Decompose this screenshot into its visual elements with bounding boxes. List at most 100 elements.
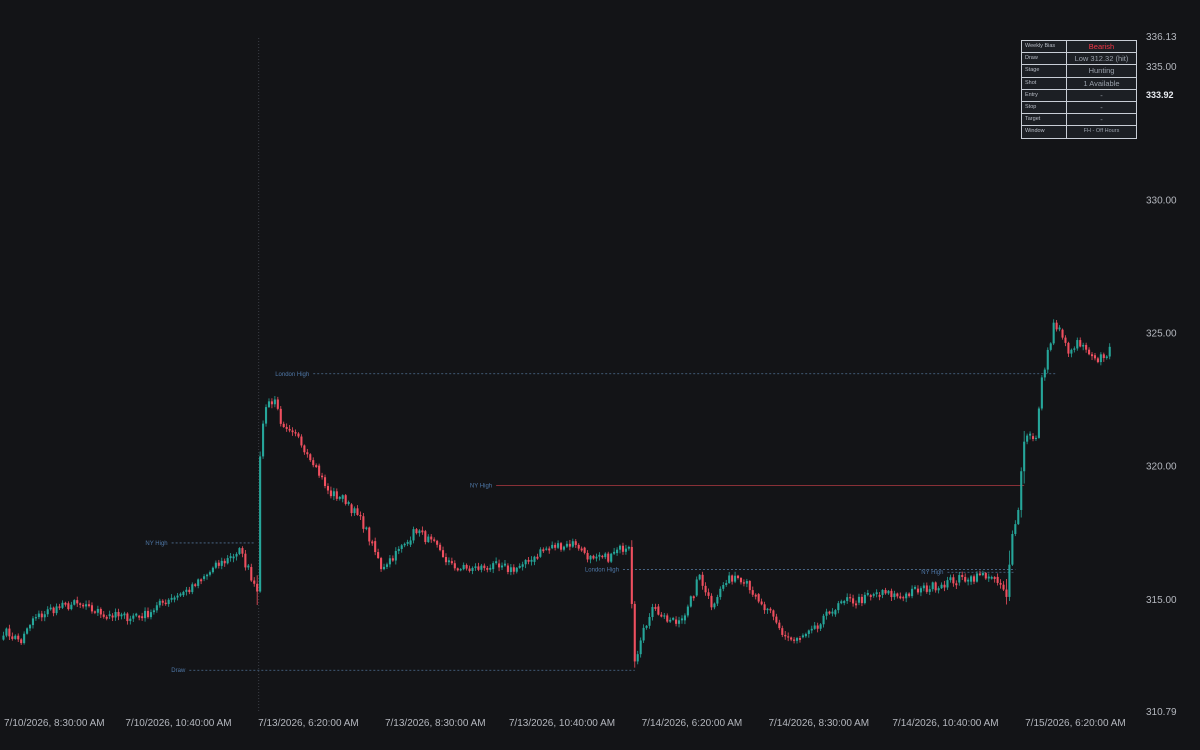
- candle: [760, 598, 763, 606]
- candle-body: [412, 529, 415, 541]
- price-tick-label: 335.00: [1146, 62, 1177, 73]
- candle: [126, 612, 129, 625]
- candle-body: [17, 635, 20, 640]
- candle-body: [961, 575, 964, 577]
- candle-body: [200, 579, 203, 582]
- candle: [878, 592, 881, 601]
- table-row: Entry -: [1021, 88, 1137, 102]
- candle: [807, 629, 810, 638]
- price-axis[interactable]: 336.13 335.00 330.00 325.00 320.00 315.00 310.…: [1146, 32, 1177, 718]
- candle: [356, 505, 359, 516]
- candle-body: [562, 546, 566, 550]
- candle-body: [660, 614, 663, 617]
- current-price-label: 333.92: [1146, 90, 1174, 100]
- candle: [648, 613, 651, 629]
- candle-body: [949, 577, 952, 581]
- candle-body: [840, 601, 843, 604]
- candle: [742, 579, 745, 587]
- candle-body: [126, 613, 129, 622]
- candle: [1099, 352, 1102, 366]
- candle: [486, 565, 489, 573]
- time-tick-label: 7/13/2026, 8:30:00 AM: [385, 718, 486, 729]
- candle: [5, 627, 8, 638]
- candle-body: [807, 630, 810, 634]
- candle-body: [226, 558, 229, 564]
- candle-body: [551, 544, 554, 549]
- candle-body: [371, 541, 374, 544]
- candle: [1034, 435, 1038, 441]
- candle-body: [701, 574, 704, 586]
- candle: [17, 633, 20, 642]
- candle: [79, 602, 82, 609]
- candle: [731, 574, 734, 585]
- stop-key: Stop: [1021, 100, 1067, 115]
- candle-body: [654, 607, 657, 609]
- candle-body: [1073, 348, 1076, 350]
- time-axis[interactable]: 7/10/2026, 8:30:00 AM 7/10/2026, 10:40:00…: [4, 718, 1126, 729]
- candle: [421, 526, 424, 535]
- window-value: FH - Off Hours: [1066, 125, 1137, 139]
- candle: [893, 590, 896, 600]
- candle-body: [981, 573, 984, 576]
- candle-body: [704, 585, 707, 593]
- candle: [686, 604, 689, 618]
- candle-body: [557, 543, 560, 548]
- candle: [660, 612, 663, 618]
- candle: [595, 553, 598, 562]
- candle-body: [769, 608, 772, 611]
- window-key: Window: [1021, 125, 1067, 139]
- candle-body: [262, 423, 265, 457]
- candle-body: [1067, 342, 1070, 354]
- candle: [601, 554, 604, 559]
- candle-body: [85, 604, 88, 607]
- candle: [70, 601, 73, 611]
- candle-body: [748, 581, 751, 591]
- candle: [925, 582, 928, 594]
- candle-body: [778, 622, 781, 629]
- candle: [117, 608, 120, 621]
- candle-body: [518, 565, 521, 568]
- candle-body: [28, 625, 32, 629]
- candle-body: [559, 543, 563, 550]
- candle: [297, 432, 300, 439]
- candle-body: [388, 558, 391, 565]
- candle: [335, 488, 338, 501]
- candle: [205, 573, 209, 580]
- candle: [1023, 430, 1026, 484]
- candle: [509, 564, 512, 576]
- candle-body: [1031, 436, 1035, 440]
- shot-key: Shot: [1021, 76, 1067, 90]
- candle-body: [347, 502, 350, 504]
- time-tick-label: 7/13/2026, 10:40:00 AM: [509, 718, 615, 729]
- candle: [338, 496, 341, 501]
- candle: [568, 539, 571, 551]
- candle-body: [849, 597, 852, 599]
- price-tick-label: 336.13: [1146, 32, 1177, 43]
- candle-body: [922, 585, 925, 589]
- candle-body: [905, 593, 908, 599]
- candle: [194, 583, 197, 588]
- candle-body: [565, 543, 568, 547]
- candle: [769, 607, 772, 614]
- candle: [896, 592, 899, 599]
- candle-body: [725, 583, 728, 585]
- candle-body: [238, 548, 241, 554]
- candle-body: [409, 540, 412, 545]
- candle-body: [975, 573, 979, 582]
- candle: [273, 395, 276, 408]
- candle: [173, 595, 176, 603]
- candle-body: [554, 544, 557, 548]
- candle: [241, 546, 244, 558]
- candle: [1073, 346, 1076, 353]
- candle-body: [444, 557, 448, 563]
- candle: [530, 556, 533, 566]
- candle-body: [64, 602, 67, 605]
- candle-body: [40, 613, 43, 618]
- candle-body: [545, 548, 548, 550]
- candle-body: [952, 577, 955, 584]
- candle: [533, 555, 536, 566]
- candle: [344, 494, 347, 506]
- candle-body: [651, 607, 654, 618]
- candle-body: [931, 582, 934, 590]
